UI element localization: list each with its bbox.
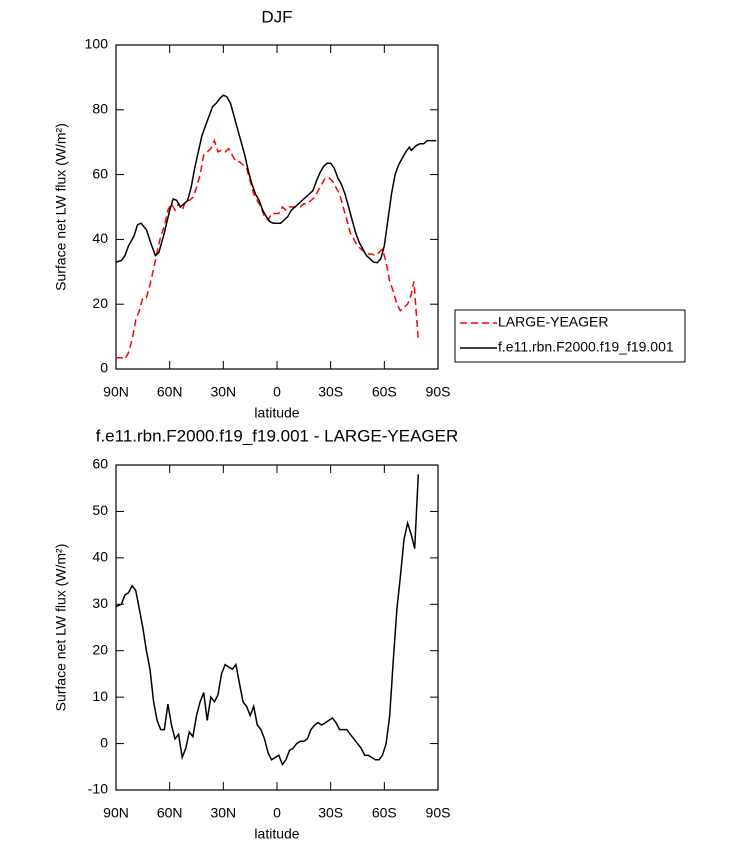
x-tick-label: 90N (103, 384, 129, 400)
data-line (115, 474, 420, 767)
x-axis-label: latitude (254, 405, 299, 421)
x-tick-label: 60S (372, 384, 397, 400)
chart-title: f.e11.rbn.F2000.f19_f19.001 - LARGE-YEAG… (96, 426, 459, 445)
y-tick-label: 60 (92, 456, 108, 472)
data-line (115, 94, 437, 264)
y-tick-label: 100 (85, 36, 109, 52)
legend-box (454, 309, 686, 363)
x-tick-label: 30N (210, 384, 236, 400)
y-tick-label: 80 (92, 101, 108, 117)
data-line (116, 138, 420, 361)
y-tick-label: 50 (92, 502, 108, 518)
y-tick-label: 40 (92, 549, 108, 565)
y-tick-label: 30 (92, 595, 108, 611)
x-tick-label: 90S (426, 384, 451, 400)
x-tick-label: 0 (273, 384, 281, 400)
chart-title: DJF (261, 7, 292, 26)
y-tick-label: -10 (88, 781, 108, 797)
x-tick-label: 60N (157, 384, 183, 400)
y-axis-label: Surface net LW flux (W/m²) (53, 123, 69, 291)
x-tick-label: 0 (273, 805, 281, 821)
x-tick-label: 60S (372, 805, 397, 821)
legend-label: f.e11.rbn.F2000.f19_f19.001 (498, 339, 674, 355)
x-tick-label: 30S (318, 805, 343, 821)
x-tick-label: 30S (318, 384, 343, 400)
y-tick-label: 20 (92, 295, 108, 311)
y-axis-label: Surface net LW flux (W/m²) (53, 544, 69, 712)
plot-frame (115, 44, 439, 370)
x-tick-label: 30N (210, 805, 236, 821)
x-tick-label: 90N (103, 805, 129, 821)
y-tick-label: 10 (92, 688, 108, 704)
x-tick-label: 60N (157, 805, 183, 821)
y-tick-label: 20 (92, 641, 108, 657)
x-tick-label: 90S (426, 805, 451, 821)
y-tick-label: 60 (92, 165, 108, 181)
legend-label: LARGE-YEAGER (498, 314, 608, 330)
y-tick-label: 40 (92, 230, 108, 246)
y-tick-label: 0 (100, 360, 108, 376)
x-axis-label: latitude (254, 826, 299, 842)
plot-frame (115, 464, 439, 791)
y-tick-label: 0 (100, 734, 108, 750)
